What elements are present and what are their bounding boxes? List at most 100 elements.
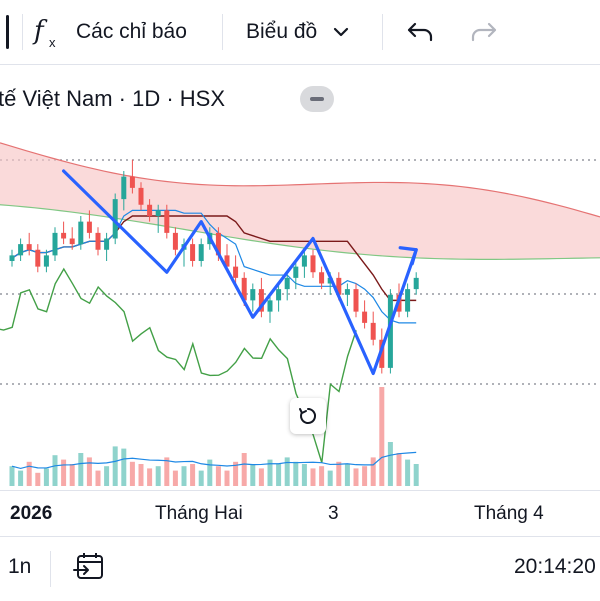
candle (276, 283, 282, 312)
candle-body (267, 300, 273, 312)
volume-bar (344, 464, 350, 486)
lagging-span (0, 267, 357, 463)
candle-body (9, 255, 15, 261)
calendar-goto-icon (73, 553, 103, 579)
candle (69, 227, 75, 250)
candle (267, 294, 273, 323)
candle-body (413, 277, 419, 290)
volume-bar (164, 457, 170, 486)
chart-type-button[interactable]: Biểu đồ (246, 0, 349, 64)
candle (319, 266, 325, 290)
candle-body (155, 210, 161, 216)
axis-label-mar: 3 (328, 503, 339, 524)
volume-bar (172, 470, 178, 486)
ichimoku-cloud (0, 142, 600, 260)
volume-bar (258, 468, 264, 486)
candle (250, 283, 256, 312)
candle (129, 159, 135, 194)
volume-bar (250, 464, 256, 486)
candle (370, 311, 376, 346)
candle (413, 272, 419, 295)
candle (198, 238, 204, 267)
candle-body (319, 272, 325, 284)
clock-time: 20:14:20 (514, 555, 596, 578)
candle-body (43, 255, 49, 267)
volume-bar (319, 466, 325, 486)
axis-label-apr: Tháng 4 (474, 503, 544, 524)
candle (310, 249, 316, 278)
candle-body (95, 232, 101, 250)
candle-body (250, 289, 256, 301)
candle (78, 216, 84, 250)
volume-bar (9, 466, 15, 486)
conversion-line (11, 209, 417, 324)
symbol-legend[interactable]: tế Việt Nam · 1D · HSX (0, 80, 225, 118)
candle (353, 283, 359, 318)
candle (293, 261, 299, 290)
undo-button[interactable] (406, 0, 434, 64)
reset-chart-button[interactable] (290, 398, 326, 434)
volume-bar (293, 461, 299, 486)
volume-ma-line (11, 451, 417, 470)
goto-date-button[interactable] (72, 551, 106, 589)
volume-bar (78, 453, 84, 486)
volume-bar (69, 464, 75, 486)
candle-body (379, 339, 385, 368)
candle (284, 272, 290, 301)
candle-body (18, 244, 24, 256)
candle (258, 277, 264, 318)
volume-bar (18, 470, 24, 486)
volume-bar (267, 459, 273, 486)
volume-bar (155, 466, 161, 486)
candle-body (224, 255, 230, 267)
candle (190, 238, 196, 267)
volume-bar (61, 459, 67, 486)
volume-bar (370, 457, 376, 486)
candle (172, 227, 178, 256)
candle-body (370, 322, 376, 340)
candle-body (112, 199, 118, 239)
candle (147, 199, 153, 222)
time-axis: 2026 Tháng Hai 3 Tháng 4 (0, 490, 600, 537)
candle-body (233, 266, 239, 278)
symbol-legend-text: tế Việt Nam · 1D · HSX (0, 86, 225, 111)
volume-bar (396, 453, 402, 486)
candle-body (129, 176, 135, 188)
candle (233, 255, 239, 284)
volume-bar (301, 464, 307, 486)
candle-body (78, 221, 84, 245)
volume-bar (112, 446, 118, 486)
candle-body (172, 232, 178, 250)
legend-collapse-button[interactable] (300, 86, 334, 112)
candle-body (276, 289, 282, 301)
axis-label-feb: Tháng Hai (155, 503, 243, 524)
candle (26, 232, 32, 256)
span-b-line (0, 204, 600, 260)
bottom-toolbar: 1n 20:14:20 (0, 536, 600, 601)
volume-bar (224, 470, 230, 486)
candle-body (241, 277, 247, 301)
axis-label-year: 2026 (10, 503, 53, 524)
volume-bar (215, 466, 221, 486)
range-1n-button[interactable]: 1n (8, 555, 32, 578)
volume-bar (362, 466, 368, 486)
candle (52, 227, 58, 261)
chart-type-label: Biểu đồ (246, 20, 318, 43)
volume-bar (86, 457, 92, 486)
candle-body (104, 238, 110, 250)
volume-bar (190, 464, 196, 486)
chevron-down-icon (334, 27, 349, 37)
redo-button[interactable] (470, 0, 498, 64)
candle (61, 221, 67, 245)
candle-body (336, 277, 342, 295)
candle (18, 238, 24, 261)
candle-body (52, 232, 58, 256)
span-a-line (0, 142, 600, 218)
price-chart[interactable] (0, 66, 600, 490)
volume-bar (379, 387, 385, 486)
volume-bar (35, 472, 41, 486)
candle-body (69, 238, 75, 245)
